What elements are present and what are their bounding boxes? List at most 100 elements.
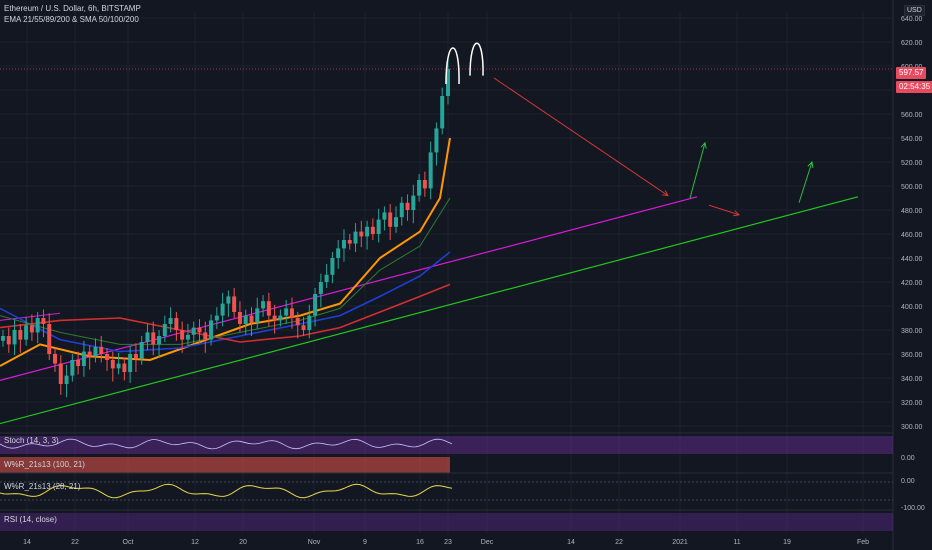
projection-arrow-up-head [807,161,814,168]
magenta-trendline [0,196,698,381]
candle-body [64,375,69,384]
candle-body [116,363,121,369]
candle-body [232,296,237,312]
candle-body [47,324,52,354]
price-tick-label: 480.00 [901,208,923,215]
candle-body [226,296,231,304]
time-tick-label: 16 [416,539,424,546]
stoch-pane-fill [0,436,893,454]
double-top-mark [469,42,484,76]
candle-body [365,226,370,237]
symbol-title: Ethereum / U.S. Dollar, 6h, BITSTAMP [4,4,141,13]
time-tick-label: 19 [783,539,791,546]
price-tick-label: 400.00 [901,304,923,311]
candle-body [295,318,300,326]
candle-body [53,354,58,364]
candle-body [145,332,150,342]
candle-body [87,351,92,357]
candle-body [162,324,167,336]
price-tick-label: 380.00 [901,328,923,335]
candle-body [185,334,190,340]
candle-body [417,180,422,196]
candle-body [58,363,63,384]
time-tick-label: 2021 [672,539,688,546]
candle-body [284,308,289,316]
candle-body [370,226,375,234]
price-tick-label: 500.00 [901,184,923,191]
wr2-line [0,483,453,499]
candle-body [359,231,364,237]
time-tick-label: 11 [733,539,740,546]
candle-body [237,312,242,324]
moving-average-line [0,197,451,345]
candle-body [341,240,346,249]
candle-body [209,320,214,340]
wr2-pane-label[interactable]: W%R_21s13 (28, 21) [4,482,81,491]
chart-header: Ethereum / U.S. Dollar, 6h, BITSTAMP EMA… [4,3,141,25]
candle-body [214,315,219,321]
candle-body [428,152,433,189]
candle-body [168,318,173,324]
currency-button[interactable]: USD [904,5,925,16]
candle-body [399,202,404,218]
candle-body [110,360,115,369]
moving-average-line [0,251,451,353]
time-tick-label: 22 [615,539,623,546]
candle-body [388,212,393,227]
stoch-line [0,438,453,450]
candle-body [405,202,410,210]
countdown-tag: 02:54:35 [896,81,932,93]
price-tick-label: 360.00 [901,352,923,359]
candle-body [139,342,144,359]
projection-arrow-small [708,204,740,216]
candle-body [197,327,202,333]
candle-body [347,240,352,244]
magenta-upper-channel [0,312,61,321]
time-tick-label: 23 [444,539,452,546]
candle-body [301,325,306,330]
time-tick-label: 20 [239,539,247,546]
candle-body [307,315,312,330]
wr1-tick-label: 0.00 [901,455,915,462]
candle-body [203,332,208,340]
projection-arrow-down-head [661,190,669,197]
green-trendline [0,196,859,425]
price-tick-label: 620.00 [901,40,923,47]
wr2-tick-label: -100.00 [901,505,925,512]
projection-arrow-up [798,161,813,203]
time-tick-label: Feb [857,539,869,546]
candle-body [41,318,46,324]
candle-body [266,301,271,316]
candle-body [122,363,127,372]
candle-body [255,308,260,323]
candle-body [289,308,294,318]
candle-body [70,360,75,376]
price-tick-label: 640.00 [901,16,923,23]
candle-body [330,258,335,275]
candle-body [93,346,98,357]
wr1-pane-label[interactable]: W%R_21s13 (100, 21) [4,460,85,469]
wr2-tick-label: 0.00 [901,478,915,485]
candle-body [313,294,318,316]
candle-body [393,217,398,227]
candle-body [18,330,23,340]
candle-body [318,282,323,294]
stoch-pane-label[interactable]: Stoch (14, 3, 3) [4,436,59,445]
candle-body [157,336,162,345]
last-price-tag: 597.57 [896,67,927,79]
wr1-pane-fill [0,457,450,473]
time-tick-label: Nov [308,539,321,546]
projection-arrow-up [689,142,706,199]
indicator-list: EMA 21/55/89/200 & SMA 50/100/200 [4,15,139,24]
price-tick-label: 460.00 [901,232,923,239]
candle-body [440,96,445,129]
candle-body [105,354,110,360]
moving-average-line [0,137,451,367]
candle-body [29,325,34,333]
time-tick-label: 12 [191,539,199,546]
candle-body [133,354,138,359]
double-top-mark [445,47,460,85]
rsi-pane-label[interactable]: RSI (14, close) [4,515,57,524]
